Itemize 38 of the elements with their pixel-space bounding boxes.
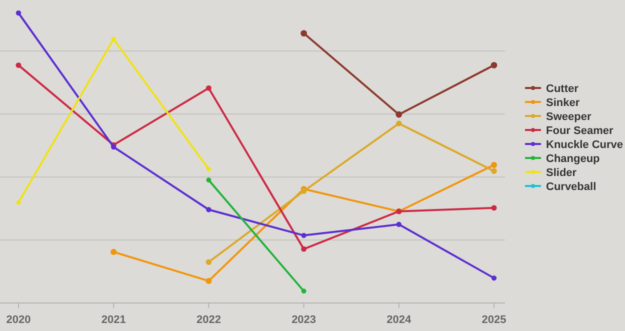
legend-label: Cutter [546,82,580,95]
x-tick-label: 2025 [482,314,506,326]
point [301,288,306,294]
point [16,10,22,16]
legend-label: Curveball [546,180,596,193]
x-tick-label: 2020 [6,314,31,326]
point [206,278,212,284]
point [300,188,307,194]
point [16,200,21,205]
legend-label: Sinker [546,96,580,109]
legend-label: Four Seamer [546,124,614,137]
point [206,259,212,266]
x-tick-label: 2021 [101,314,126,326]
point [491,168,497,174]
point [396,222,402,228]
point [300,30,307,36]
point [490,162,498,168]
legend-label: Sweeper [546,110,592,123]
point [301,246,307,252]
point [396,120,402,126]
point [491,275,497,281]
point [206,85,212,91]
point [110,248,117,256]
point [206,166,211,172]
point [396,111,402,118]
point [491,205,497,211]
legend-label: Slider [546,166,578,179]
x-tick-label: 2024 [386,314,412,326]
point [111,36,116,42]
point [490,62,498,68]
point [301,232,306,238]
point [206,207,212,212]
legend-label: Changeup [546,152,600,165]
point [16,62,22,68]
x-tick-label: 2022 [196,314,221,326]
x-tick-label: 2023 [292,314,316,326]
point [206,178,212,182]
legend-label: Knuckle Curve [546,138,624,151]
